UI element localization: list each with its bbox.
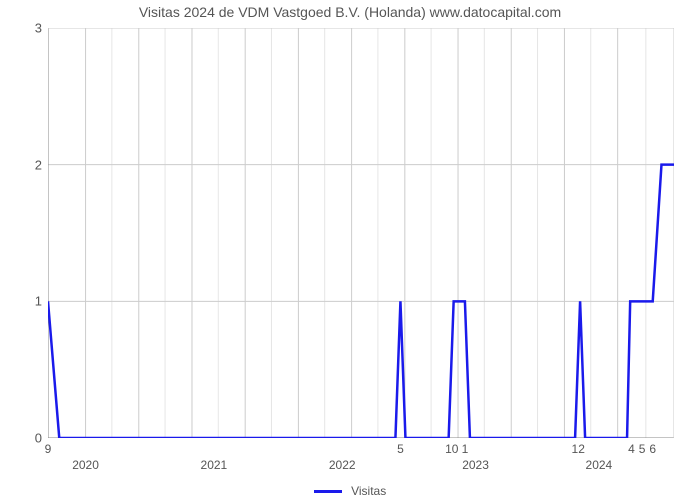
x-month-tick-label: 6 [649, 442, 656, 456]
chart-title: Visitas 2024 de VDM Vastgoed B.V. (Holan… [0, 4, 700, 20]
x-year-tick-label: 2021 [201, 458, 228, 472]
x-year-tick-label: 2020 [72, 458, 99, 472]
x-month-tick-label: 12 [572, 442, 585, 456]
y-tick-label: 3 [6, 21, 42, 36]
x-month-tick-label: 1 [462, 442, 469, 456]
y-tick-label: 2 [6, 157, 42, 172]
legend-label: Visitas [351, 484, 386, 498]
legend: Visitas [0, 484, 700, 498]
x-year-tick-label: 2022 [329, 458, 356, 472]
x-month-tick-label: 4 [628, 442, 635, 456]
y-tick-label: 0 [6, 431, 42, 446]
plot-area [48, 28, 674, 438]
x-month-tick-label: 5 [397, 442, 404, 456]
y-tick-label: 1 [6, 294, 42, 309]
x-month-tick-label: 9 [45, 442, 52, 456]
x-month-tick-label: 10 [445, 442, 458, 456]
visitas-chart: Visitas 2024 de VDM Vastgoed B.V. (Holan… [0, 0, 700, 500]
x-month-tick-label: 5 [639, 442, 646, 456]
legend-swatch [314, 490, 342, 493]
x-year-tick-label: 2023 [462, 458, 489, 472]
x-year-tick-label: 2024 [586, 458, 613, 472]
